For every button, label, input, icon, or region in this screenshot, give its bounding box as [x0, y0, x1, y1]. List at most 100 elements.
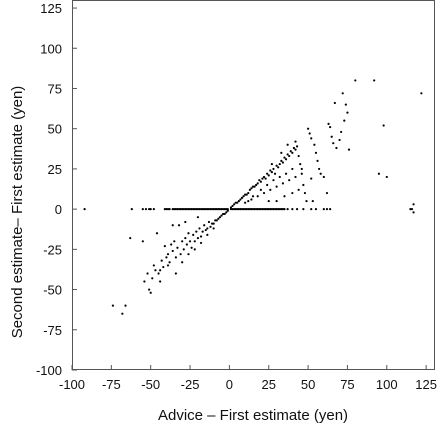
scatter-point — [199, 241, 203, 245]
scatter-point — [233, 203, 236, 206]
scatter-point — [291, 167, 294, 171]
scatter-point — [291, 208, 294, 211]
scatter-point — [373, 79, 376, 82]
scatter-point — [272, 179, 275, 182]
scatter-point — [289, 150, 292, 153]
scatter-point — [236, 208, 239, 211]
scatter-point — [192, 208, 195, 211]
scatter-point — [204, 228, 207, 232]
y-tick-label: 25 — [48, 162, 62, 177]
scatter-point — [340, 130, 343, 134]
scatter-point — [269, 208, 272, 211]
scatter-point — [171, 208, 174, 211]
scatter-point — [275, 185, 278, 188]
scatter-point — [288, 154, 291, 158]
scatter-point — [168, 261, 171, 264]
scatter-point — [310, 177, 313, 180]
y-tick-label: -100 — [36, 363, 62, 378]
scatter-point — [319, 172, 322, 175]
scatter-point — [322, 175, 325, 179]
scatter-point — [221, 208, 225, 211]
scatter-point — [212, 208, 215, 211]
scatter-point — [303, 191, 307, 195]
scatter-point — [250, 187, 253, 190]
scatter-point — [201, 230, 204, 233]
scatter-point — [206, 233, 209, 236]
scatter-point — [297, 154, 300, 158]
scatter-point — [193, 240, 196, 243]
scatter-point — [258, 179, 261, 182]
scatter-point — [302, 208, 305, 211]
scatter-point — [278, 162, 281, 166]
scatter-point — [294, 175, 297, 179]
x-axis: -100 -75 -50 -25 0 25 50 75 100 125 — [59, 365, 437, 392]
scatter-point — [181, 240, 184, 243]
scatter-point — [173, 240, 176, 243]
scatter-point — [223, 212, 226, 216]
scatter-point — [130, 208, 133, 211]
scatter-point — [163, 245, 166, 248]
scatter-point — [250, 198, 253, 201]
scatter-point — [209, 208, 212, 211]
scatter-point — [182, 248, 185, 251]
y-axis: -100 -75 -50 -25 0 25 50 75 100 125 — [36, 1, 77, 378]
scatter-point — [286, 153, 289, 156]
scatter-point — [247, 208, 250, 211]
scatter-point — [204, 208, 207, 211]
scatter-point — [292, 146, 296, 150]
scatter-point — [217, 217, 220, 220]
scatter-point — [295, 208, 299, 211]
x-tick-label: -100 — [59, 377, 85, 392]
scatter-point — [165, 208, 168, 211]
scatter-point — [244, 193, 247, 196]
scatter-point — [236, 201, 239, 204]
scatter-point — [152, 208, 155, 211]
scatter-point — [248, 208, 251, 211]
y-axis-title: Second estimate– First estimate (yen) — [9, 86, 26, 339]
scatter-point — [261, 208, 264, 211]
scatter-point — [190, 208, 193, 211]
scatter-point — [294, 148, 297, 151]
scatter-point — [318, 167, 321, 171]
scatter-point — [330, 135, 333, 138]
scatter-point — [193, 208, 196, 211]
scatter-point — [341, 92, 344, 95]
scatter-point — [267, 174, 270, 177]
scatter-point — [311, 199, 314, 203]
scatter-point — [262, 175, 266, 179]
scatter-point — [141, 240, 144, 243]
scatter-point — [291, 151, 294, 154]
scatter-point — [273, 172, 277, 175]
scatter-point — [166, 208, 170, 211]
scatter-point — [159, 269, 162, 272]
scatter-point — [244, 208, 247, 211]
scatter-point — [261, 177, 264, 180]
scatter-point — [250, 208, 253, 211]
scatter-point — [251, 195, 255, 198]
scatter-point — [314, 208, 318, 211]
scatter-point — [284, 158, 288, 161]
scatter-point — [206, 227, 209, 230]
scatter-point — [344, 103, 347, 106]
y-tick-label: 50 — [48, 122, 62, 137]
scatter-point — [229, 208, 233, 211]
scatter-point — [210, 222, 214, 225]
scatter-point — [277, 208, 280, 211]
scatter-point — [322, 208, 325, 211]
scatter-point — [300, 172, 303, 175]
scatter-point — [294, 140, 297, 143]
scatter-point — [299, 162, 302, 166]
scatter-point — [253, 185, 256, 188]
scatter-point — [143, 280, 146, 283]
scatter-point — [83, 208, 86, 211]
scatter-point — [220, 214, 223, 217]
scatter-point — [270, 171, 273, 174]
scatter-point — [412, 211, 415, 214]
scatter-point — [258, 208, 261, 211]
scatter-point — [195, 230, 198, 233]
scatter-point — [233, 208, 236, 211]
scatter-point — [177, 208, 181, 211]
scatter-point — [283, 208, 286, 211]
scatter-point — [284, 172, 288, 175]
